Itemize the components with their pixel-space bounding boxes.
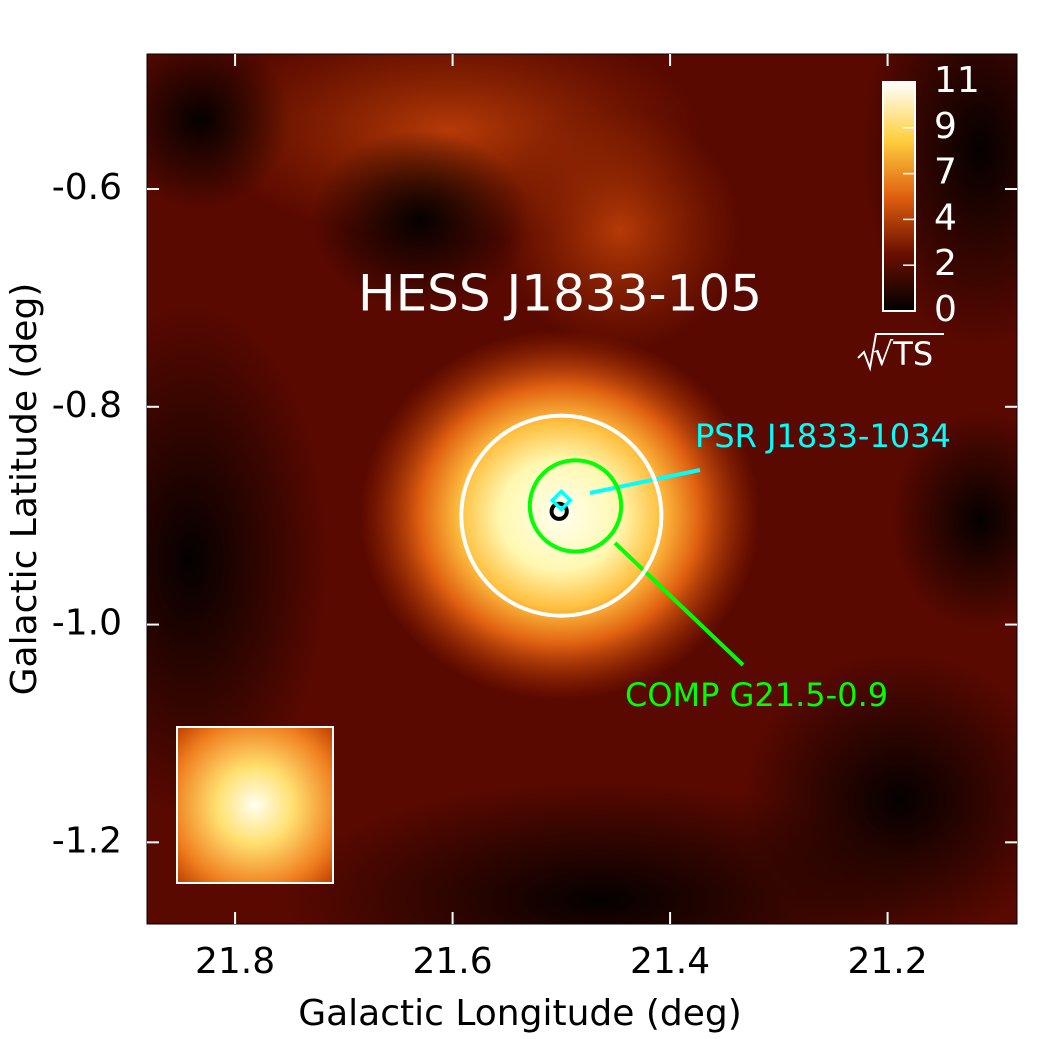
annotation: PSR J1833-1034: [695, 417, 951, 455]
region-circle: [459, 413, 664, 618]
annotation: HESS J1833-105: [358, 265, 762, 323]
colorbar-tick-label: 2: [934, 243, 957, 284]
colorbar-tick-label: 0: [934, 289, 957, 330]
colorbar-tick-label: 9: [934, 106, 957, 147]
x-tick-label: 21.2: [848, 941, 928, 982]
colorbar-tick-label: 11: [934, 60, 980, 101]
map: [147, 54, 1017, 924]
colorbar-tick-label: 4: [934, 197, 957, 238]
y-tick-label: -1.2: [52, 820, 122, 861]
y-tick-label: -1.0: [52, 603, 122, 644]
x-axis-label: Galactic Longitude (deg): [298, 993, 742, 1034]
colorbar-label: √TS: [873, 335, 933, 373]
x-tick-label: 21.8: [195, 941, 275, 982]
colorbar: [882, 81, 916, 312]
annotation: COMP G21.5-0.9: [625, 676, 888, 714]
x-tick-label: 21.4: [630, 941, 710, 982]
y-axis-label: Galactic Latitude (deg): [4, 283, 45, 696]
y-tick-label: -0.6: [52, 167, 122, 208]
pulsar-marker: [549, 488, 573, 512]
plot-frame: [146, 53, 1018, 925]
x-tick-label: 21.6: [413, 941, 493, 982]
colorbar-tick-label: 7: [934, 152, 957, 193]
region-circle: [549, 501, 569, 521]
region-circle: [527, 458, 624, 554]
sqrt-sign: [857, 333, 944, 372]
y-tick-label: -0.8: [52, 385, 122, 426]
